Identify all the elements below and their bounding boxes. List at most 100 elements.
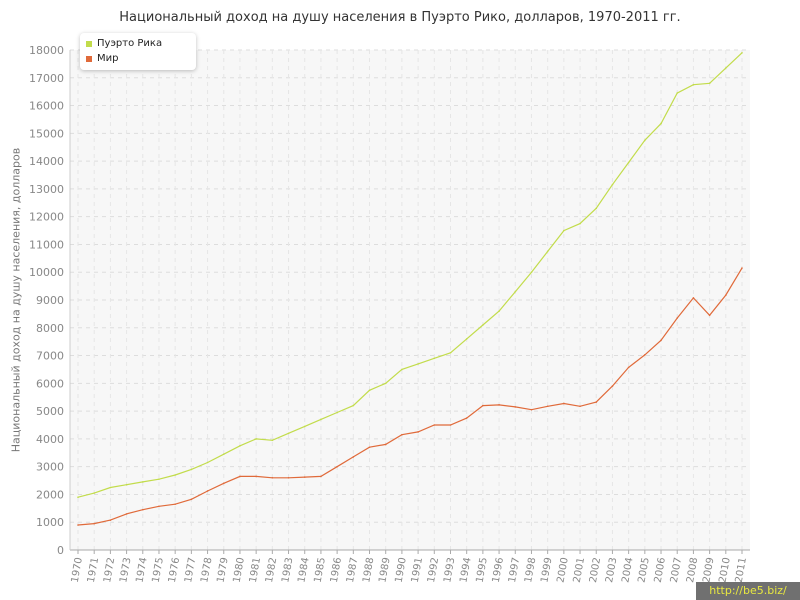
data-point[interactable] xyxy=(77,524,79,526)
data-point[interactable] xyxy=(465,417,468,419)
data-point[interactable] xyxy=(530,408,533,411)
data-point[interactable] xyxy=(741,267,743,269)
data-point[interactable] xyxy=(708,82,711,85)
data-point[interactable] xyxy=(660,339,662,342)
axes xyxy=(69,50,750,554)
data-point[interactable] xyxy=(498,404,500,406)
data-point[interactable] xyxy=(401,433,403,436)
data-point[interactable] xyxy=(627,366,630,369)
data-point[interactable] xyxy=(433,424,436,426)
data-point[interactable] xyxy=(206,490,209,492)
data-point[interactable] xyxy=(109,519,112,521)
data-point[interactable] xyxy=(692,297,695,299)
data-point[interactable] xyxy=(93,522,95,525)
x-tick-label: 2002 xyxy=(588,557,603,584)
data-point[interactable] xyxy=(109,486,112,489)
data-point[interactable] xyxy=(125,483,128,486)
data-point[interactable] xyxy=(563,402,565,405)
data-point[interactable] xyxy=(498,310,500,312)
data-point[interactable] xyxy=(417,363,419,365)
data-point[interactable] xyxy=(514,290,517,293)
y-tick-label: 0 xyxy=(57,544,64,557)
data-point[interactable] xyxy=(579,222,581,225)
y-tick-label: 13000 xyxy=(29,183,64,196)
data-point[interactable] xyxy=(77,496,79,499)
data-point[interactable] xyxy=(433,357,436,360)
x-tick-label: 1991 xyxy=(410,557,425,584)
data-point[interactable] xyxy=(660,122,662,125)
data-point[interactable] xyxy=(708,314,711,317)
data-point[interactable] xyxy=(676,317,679,319)
data-point[interactable] xyxy=(141,508,144,511)
legend-item-world[interactable]: Мир xyxy=(86,51,190,66)
data-point[interactable] xyxy=(611,183,614,186)
data-point[interactable] xyxy=(449,351,452,354)
data-point[interactable] xyxy=(174,503,176,505)
data-point[interactable] xyxy=(692,83,695,86)
data-point[interactable] xyxy=(546,405,549,408)
data-point[interactable] xyxy=(579,405,581,408)
data-point[interactable] xyxy=(449,424,452,426)
x-tick-label: 1972 xyxy=(102,557,117,584)
x-tick-label: 2006 xyxy=(653,557,668,584)
data-point[interactable] xyxy=(725,294,727,296)
data-point[interactable] xyxy=(563,229,565,232)
data-point[interactable] xyxy=(239,445,241,447)
data-point[interactable] xyxy=(482,404,484,407)
data-point[interactable] xyxy=(514,406,517,408)
data-point[interactable] xyxy=(239,475,241,478)
data-point[interactable] xyxy=(725,67,727,69)
data-point[interactable] xyxy=(158,505,160,508)
data-point[interactable] xyxy=(141,481,144,483)
data-point[interactable] xyxy=(271,476,274,479)
data-point[interactable] xyxy=(287,432,290,435)
data-point[interactable] xyxy=(158,478,160,480)
data-point[interactable] xyxy=(644,139,646,142)
data-point[interactable] xyxy=(546,250,549,253)
data-point[interactable] xyxy=(595,207,598,210)
data-point[interactable] xyxy=(125,513,128,515)
data-point[interactable] xyxy=(174,474,176,476)
data-point[interactable] xyxy=(352,404,355,407)
data-point[interactable] xyxy=(190,468,193,471)
y-tick-label: 14000 xyxy=(29,155,64,168)
data-point[interactable] xyxy=(627,161,630,164)
watermark-link[interactable]: http://be5.biz/ xyxy=(696,582,800,600)
data-point[interactable] xyxy=(368,446,371,449)
data-point[interactable] xyxy=(222,482,225,485)
data-point[interactable] xyxy=(595,401,598,403)
data-point[interactable] xyxy=(287,476,290,479)
data-point[interactable] xyxy=(384,443,387,446)
data-point[interactable] xyxy=(384,382,387,385)
data-point[interactable] xyxy=(303,425,306,428)
data-point[interactable] xyxy=(482,324,484,326)
x-tick-label: 2011 xyxy=(734,557,749,584)
data-point[interactable] xyxy=(255,438,257,440)
data-point[interactable] xyxy=(303,476,306,478)
y-tick-label: 9000 xyxy=(36,294,64,307)
data-point[interactable] xyxy=(206,461,209,464)
data-point[interactable] xyxy=(93,492,95,494)
data-point[interactable] xyxy=(271,439,274,442)
y-tick-label: 4000 xyxy=(36,433,64,446)
data-point[interactable] xyxy=(465,338,468,340)
legend-item-puerto-rico[interactable]: Пуэрто Рика xyxy=(86,36,190,51)
data-point[interactable] xyxy=(320,475,322,478)
data-point[interactable] xyxy=(611,385,614,387)
data-point[interactable] xyxy=(336,411,338,414)
data-point[interactable] xyxy=(530,271,533,274)
data-point[interactable] xyxy=(336,465,338,468)
data-point[interactable] xyxy=(352,456,355,458)
data-point[interactable] xyxy=(401,368,403,371)
data-point[interactable] xyxy=(417,431,419,433)
data-point[interactable] xyxy=(676,92,679,94)
data-point[interactable] xyxy=(368,389,371,392)
data-point[interactable] xyxy=(644,354,646,356)
data-point[interactable] xyxy=(255,475,257,478)
data-point[interactable] xyxy=(222,453,225,455)
x-tick-label: 1984 xyxy=(296,557,311,584)
data-point[interactable] xyxy=(320,418,322,421)
data-point[interactable] xyxy=(741,51,743,54)
data-point[interactable] xyxy=(190,498,193,501)
y-tick-label: 5000 xyxy=(36,405,64,418)
